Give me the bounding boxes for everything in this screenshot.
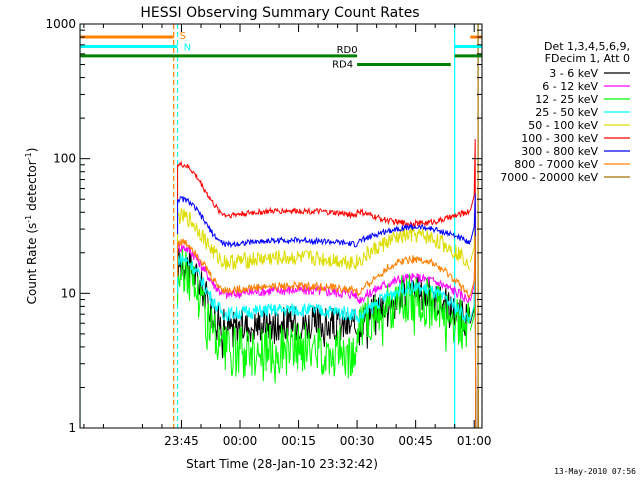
x-tick-label: 00:30 [340, 434, 375, 448]
x-tick-label: 01:00 [457, 434, 492, 448]
legend-label: 6 - 12 keV [542, 80, 598, 93]
legend-label: 3 - 6 keV [549, 67, 598, 80]
series-line [177, 195, 471, 249]
legend-label: 25 - 50 keV [535, 106, 598, 119]
y-tick-label: 1000 [45, 17, 76, 31]
x-tick-label: 00:15 [281, 434, 316, 448]
series-line [177, 249, 471, 384]
series-line [177, 208, 471, 271]
y-tick-label: 10 [61, 286, 76, 300]
attenuator-state-lines [80, 24, 482, 428]
flag-label-rd0: RD0 [337, 45, 358, 56]
y-axis-ticks: 1 10 100 1000 [45, 17, 482, 435]
y-axis-label: Count Rate (s-1 detector-1) [24, 148, 39, 305]
generation-timestamp: 13-May-2010 07:56 [554, 467, 636, 476]
legend: Det 1,3,4,5,6,9, FDecim 1, Att 0 3 - 6 k… [500, 40, 630, 184]
series-line [177, 238, 471, 299]
plot-frame [79, 23, 483, 429]
legend-header-1: Det 1,3,4,5,6,9, [544, 40, 630, 53]
x-tick-label: 00:45 [398, 434, 433, 448]
flag-label-s: S [180, 31, 186, 42]
legend-header-2: FDecim 1, Att 0 [545, 52, 630, 65]
y-tick-label: 100 [53, 152, 76, 166]
x-tick-label: 23:45 [164, 434, 199, 448]
legend-label: 300 - 800 keV [521, 145, 598, 158]
x-axis-ticks: 23:45 00:00 00:15 00:30 00:45 01:00 [83, 24, 492, 448]
legend-label: 7000 - 20000 keV [500, 171, 598, 184]
flag-label-n: N [184, 43, 191, 54]
legend-label: 50 - 100 keV [528, 119, 598, 132]
legend-label: 12 - 25 keV [535, 93, 598, 106]
flag-label-rd4: RD4 [332, 60, 353, 71]
series-flare-spike [469, 236, 477, 428]
chart-title: HESSI Observing Summary Count Rates [140, 5, 419, 21]
legend-label: 800 - 7000 keV [514, 158, 598, 171]
x-axis-label: Start Time (28-Jan-10 23:32:42) [186, 457, 378, 471]
state-flag-bars: SN RD0 RD4 [80, 31, 482, 71]
legend-label: 100 - 300 keV [521, 132, 598, 145]
y-tick-label: 1 [68, 421, 76, 435]
series-line [177, 160, 471, 228]
series-line [177, 253, 471, 324]
series-lines [177, 138, 479, 428]
x-tick-label: 00:00 [223, 434, 258, 448]
